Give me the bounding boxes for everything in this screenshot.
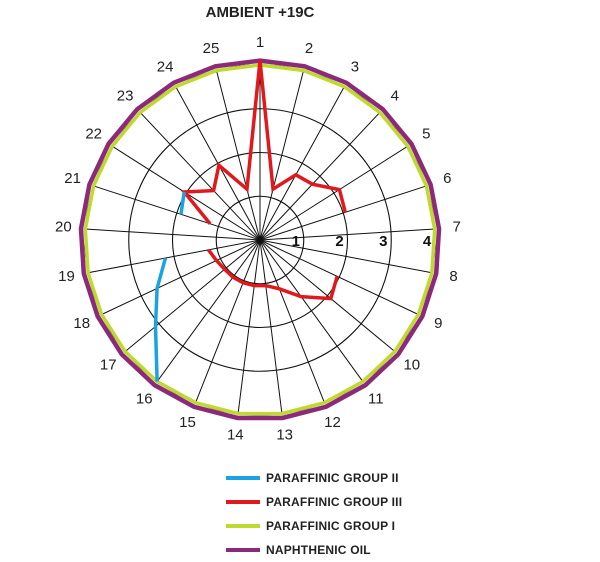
category-label-11: 11 xyxy=(368,390,384,407)
category-label-10: 10 xyxy=(403,357,420,374)
category-label-21: 21 xyxy=(64,170,81,187)
radial-tick-4: 4 xyxy=(423,233,432,250)
legend-label-1: PARAFFINIC GROUP II xyxy=(266,471,399,485)
grid-spoke-7 xyxy=(259,228,435,241)
category-label-12: 12 xyxy=(324,414,341,431)
grid-spoke-25 xyxy=(215,70,261,241)
radar-grid xyxy=(84,64,436,416)
category-label-13: 13 xyxy=(276,426,293,443)
radar-chart: 1 234567891011121314151617181920212223242… xyxy=(55,34,461,443)
series-line-1-seg-1 xyxy=(153,257,168,382)
grid-spoke-4 xyxy=(259,112,381,241)
category-label-1: 1 xyxy=(256,34,264,51)
grid-spoke-19 xyxy=(88,239,261,274)
category-label-6: 6 xyxy=(443,170,451,187)
grid-spoke-10 xyxy=(259,239,396,352)
grid-spoke-21 xyxy=(93,185,261,241)
chart-title: AMBIENT +19C xyxy=(205,4,315,21)
grid-spoke-5 xyxy=(259,145,409,241)
radial-tick-3: 3 xyxy=(379,233,387,250)
grid-spoke-16 xyxy=(156,239,261,382)
category-label-22: 22 xyxy=(85,125,102,142)
grid-spoke-2 xyxy=(259,70,305,241)
category-label-8: 8 xyxy=(449,268,457,285)
category-label-20: 20 xyxy=(55,219,72,236)
legend-label-3: PARAFFINIC GROUP I xyxy=(266,519,396,533)
category-label-15: 15 xyxy=(179,414,196,431)
grid-spoke-6 xyxy=(259,185,427,241)
category-label-7: 7 xyxy=(452,219,460,236)
grid-spoke-13 xyxy=(259,239,283,414)
radial-tick-2: 2 xyxy=(335,233,343,250)
legend-swatch-4 xyxy=(226,548,260,552)
radial-tick-1: 1 xyxy=(292,233,300,250)
grid-spoke-3 xyxy=(259,86,345,241)
grid-spoke-8 xyxy=(259,239,432,274)
grid-spoke-20 xyxy=(85,228,261,241)
legend-swatch-3 xyxy=(226,524,260,528)
legend-item-1: PARAFFINIC GROUP II xyxy=(226,466,402,490)
grid-spoke-17 xyxy=(124,239,261,352)
legend: PARAFFINIC GROUP II PARAFFINIC GROUP III P… xyxy=(226,466,402,562)
legend-swatch-1 xyxy=(226,476,260,480)
legend-item-4: NAPHTHENIC OIL xyxy=(226,538,402,562)
category-label-4: 4 xyxy=(391,87,399,104)
category-label-14: 14 xyxy=(227,426,244,443)
series-layer xyxy=(78,58,442,421)
legend-item-2: PARAFFINIC GROUP III xyxy=(226,490,402,514)
category-label-17: 17 xyxy=(100,357,117,374)
series-line-2-seg-2 xyxy=(180,60,347,225)
category-label-25: 25 xyxy=(203,40,220,57)
series-line-4 xyxy=(78,58,442,421)
grid-spoke-9 xyxy=(259,239,419,315)
grid-spoke-12 xyxy=(259,239,325,403)
category-label-2: 2 xyxy=(305,40,313,57)
series-line-3 xyxy=(83,63,437,416)
series-line-1-seg-2 xyxy=(179,191,187,215)
series-line-2-seg-1 xyxy=(207,248,339,301)
category-label-9: 9 xyxy=(434,315,442,332)
category-label-18: 18 xyxy=(73,315,90,332)
grid-spoke-15 xyxy=(195,239,261,403)
grid-spoke-11 xyxy=(259,239,364,382)
category-label-3: 3 xyxy=(351,58,359,75)
grid-spoke-23 xyxy=(139,112,261,241)
category-label-16: 16 xyxy=(136,390,153,407)
legend-swatch-2 xyxy=(226,500,260,504)
grid-spoke-18 xyxy=(101,239,261,315)
legend-label-2: PARAFFINIC GROUP III xyxy=(266,495,403,509)
grid-spoke-14 xyxy=(237,239,261,414)
radar-labels: 1 234567891011121314151617181920212223242… xyxy=(55,34,461,443)
legend-label-4: NAPHTHENIC OIL xyxy=(266,543,371,557)
category-label-5: 5 xyxy=(422,125,430,142)
category-label-23: 23 xyxy=(117,87,134,104)
category-label-19: 19 xyxy=(58,268,75,285)
category-label-24: 24 xyxy=(157,58,174,75)
legend-item-3: PARAFFINIC GROUP I xyxy=(226,514,402,538)
